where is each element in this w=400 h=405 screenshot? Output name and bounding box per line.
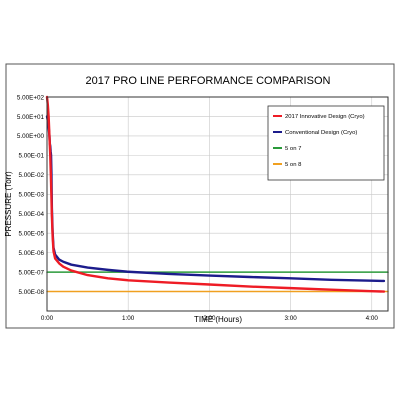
y-tick-label: 5.00E-04: [18, 211, 44, 218]
x-tick-label: 1:00: [122, 315, 135, 322]
y-tick-labels: 5.00E+02 5.00E+01 5.00E+00 5.00E-01 5.00E-02…: [17, 94, 45, 296]
y-tick-label: 5.00E+02: [17, 94, 45, 101]
legend-box: [267, 105, 385, 181]
y-tick-label: 5.00E+01: [17, 114, 45, 121]
x-tick-label: 3:00: [284, 315, 297, 322]
y-tick-label: 5.00E-01: [18, 153, 44, 160]
series-line: [45, 95, 386, 293]
chart-title: 2017 PRO LINE PERFORMANCE COMPARISON: [86, 75, 331, 87]
x-tick-labels: 0:00 1:00 2:00 3:00 4:00: [41, 315, 379, 322]
x-tick-label: 4:00: [366, 315, 379, 322]
y-tick-label: 5.00E-05: [18, 230, 44, 237]
legend-label: 2017 Innovative Design (Cryo): [285, 114, 365, 120]
y-tick-label: 5.00E-08: [18, 289, 44, 296]
x-tick-label: 0:00: [41, 315, 54, 322]
y-tick-label: 5.00E-03: [18, 192, 44, 199]
legend-label: 5 on 8: [285, 162, 302, 168]
chart-frame: [5, 63, 395, 329]
series-layer: [45, 95, 389, 293]
y-tick-label: 5.00E-06: [18, 250, 44, 257]
legend-label: Conventional Design (Cryo): [285, 130, 357, 136]
y-tick-label: 5.00E-07: [18, 269, 44, 276]
x-tick-label: 2:00: [203, 315, 216, 322]
legend-label: 5 on 7: [285, 146, 301, 152]
plot-area-border: [46, 96, 389, 312]
legend: 2017 Innovative Design (Cryo) Conventiona…: [267, 105, 385, 181]
y-tick-label: 5.00E-02: [18, 172, 44, 179]
x-axis-label: TIME (Hours): [194, 315, 242, 324]
y-tick-label: 5.00E+00: [17, 133, 45, 140]
y-axis-label: PRESSURE (Torr): [4, 171, 13, 237]
